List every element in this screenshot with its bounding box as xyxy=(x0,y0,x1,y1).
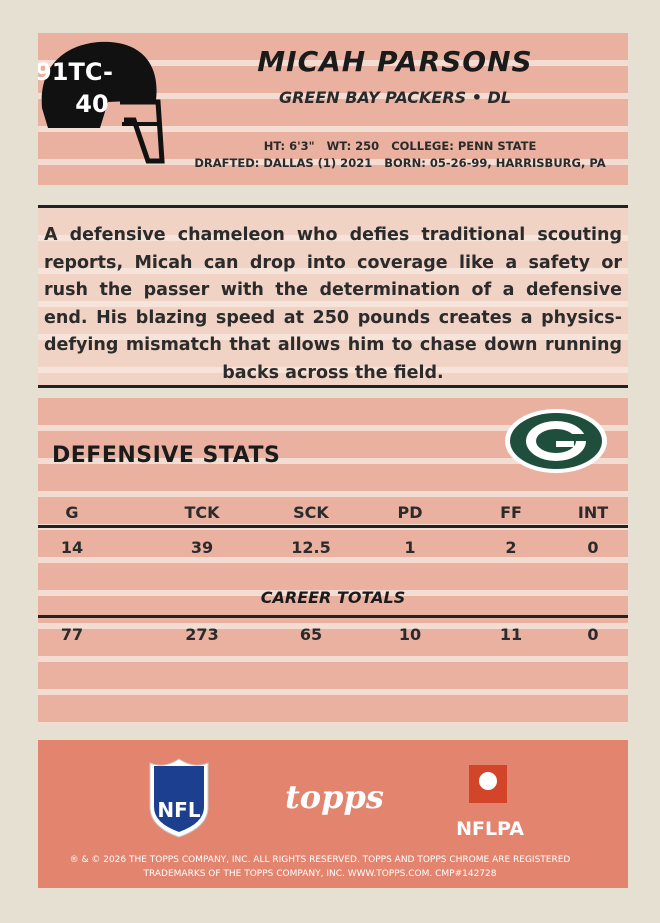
stat-cell: 0 xyxy=(587,625,599,644)
team-position: GREEN BAY PACKERS • DL xyxy=(278,88,512,107)
stat-cell: 273 xyxy=(185,625,219,644)
bio-panel xyxy=(38,205,628,388)
nflpa-logo: NFLPA xyxy=(456,765,524,840)
stat-cell: 77 xyxy=(60,625,84,644)
legal-text: TRADEMARKS OF THE TOPPS COMPANY, INC. WW… xyxy=(143,869,497,879)
nfl-text: NFL xyxy=(157,798,200,822)
stat-cell: 2 xyxy=(505,538,517,557)
footer-panel xyxy=(38,740,628,888)
stat-cell: 65 xyxy=(299,625,323,644)
nflpa-text: NFLPA xyxy=(456,818,524,840)
stat-cell: 1 xyxy=(404,538,416,557)
nfl-logo: NFL xyxy=(149,758,209,838)
column-header: INT xyxy=(577,503,609,522)
card-number: 40 xyxy=(75,90,108,118)
legal-text: ® & © 2026 THE TOPPS COMPANY, INC. ALL R… xyxy=(69,855,571,865)
player-info: HT: 6'3" WT: 250 COLLEGE: PENN STATE xyxy=(263,139,537,153)
stats-title: DEFENSIVE STATS xyxy=(52,443,281,468)
column-header: FF xyxy=(500,503,522,522)
card-number: 91TC- xyxy=(38,58,113,86)
stat-cell: 14 xyxy=(60,538,84,557)
stat-cell: 10 xyxy=(398,625,422,644)
rule xyxy=(38,615,628,618)
topps-logo: topps xyxy=(285,778,384,816)
column-header: TCK xyxy=(184,503,220,522)
stat-cell: 12.5 xyxy=(291,538,331,557)
player-info: DRAFTED: DALLAS (1) 2021 BORN: 05-26-99,… xyxy=(194,156,606,170)
career-label: CAREER TOTALS xyxy=(260,588,406,607)
column-header: G xyxy=(65,503,79,522)
stat-cell: 39 xyxy=(190,538,214,557)
team-logo xyxy=(505,409,607,473)
column-header: SCK xyxy=(293,503,329,522)
helmet: 91TC- 40 xyxy=(38,41,165,164)
bio-text: A defensive chameleon who defies traditi… xyxy=(44,225,622,383)
stat-cell: 11 xyxy=(499,625,523,644)
column-header: PD xyxy=(397,503,423,522)
player-name: MICAH PARSONS xyxy=(257,45,533,78)
stat-cell: 0 xyxy=(587,538,599,557)
rule xyxy=(38,525,628,528)
